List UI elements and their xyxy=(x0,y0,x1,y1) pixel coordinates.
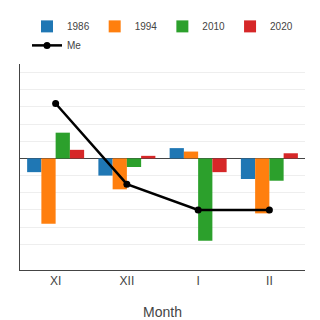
svg-text:2010: 2010 xyxy=(202,21,225,32)
svg-text:1994: 1994 xyxy=(135,21,158,32)
svg-text:II: II xyxy=(266,274,273,288)
svg-text:XI: XI xyxy=(50,274,61,288)
svg-text:Month: Month xyxy=(143,304,182,320)
svg-text:Me: Me xyxy=(67,40,81,51)
svg-text:XII: XII xyxy=(120,274,135,288)
svg-text:1986: 1986 xyxy=(67,21,90,32)
svg-text:I: I xyxy=(196,274,199,288)
svg-text:2020: 2020 xyxy=(270,21,293,32)
